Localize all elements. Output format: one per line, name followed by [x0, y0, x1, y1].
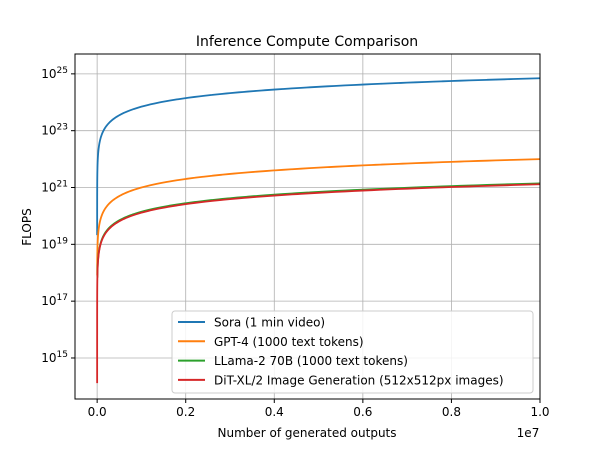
plot-frame — [74, 53, 541, 400]
y-axis-label: FLOPS — [20, 208, 34, 245]
y-tick-label: 1017 — [41, 293, 68, 308]
y-tick-label: 1019 — [41, 236, 68, 251]
legend-label: Sora (1 min video) — [214, 316, 325, 330]
y-ticks: 1015 1017 1019 1021 1023 1025 — [41, 66, 75, 365]
x-tick-label: 1.0 — [530, 405, 549, 419]
y-tick-label: 1015 — [41, 350, 68, 365]
legend-box — [171, 310, 534, 394]
legend-label: DiT-XL/2 Image Generation (512x512px ima… — [214, 373, 504, 387]
x-offset-label: 1e7 — [517, 426, 540, 440]
legend: Sora (1 min video) GPT-4 (1000 text token… — [171, 310, 534, 394]
series-line-0 — [96, 77, 541, 236]
x-ticks: 0.0 0.2 0.4 0.6 0.8 1.0 — [88, 399, 550, 419]
y-tick-label: 1021 — [41, 180, 68, 195]
y-tick-label: 1025 — [41, 66, 68, 81]
x-tick-label: 0.0 — [88, 405, 107, 419]
series-line-3 — [96, 183, 541, 384]
x-tick-label: 0.2 — [176, 405, 195, 419]
legend-label: GPT-4 (1000 text tokens) — [214, 335, 364, 349]
x-tick-label: 0.6 — [353, 405, 372, 419]
series-lines — [96, 77, 541, 384]
x-tick-label: 0.4 — [265, 405, 284, 419]
x-axis-label: Number of generated outputs — [217, 426, 396, 440]
y-tick-label: 1023 — [41, 123, 68, 138]
series-line-1 — [96, 158, 541, 276]
series-line-2 — [96, 182, 541, 278]
chart-title: Inference Compute Comparison — [196, 34, 418, 50]
legend-label: LLama-2 70B (1000 text tokens) — [214, 354, 408, 368]
x-tick-label: 0.8 — [442, 405, 461, 419]
